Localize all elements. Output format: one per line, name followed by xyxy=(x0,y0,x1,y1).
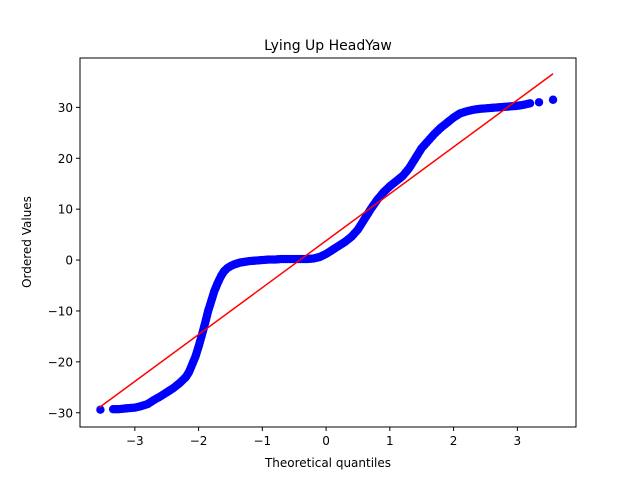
y-tick-label: 20 xyxy=(58,152,73,166)
x-tick-label: 3 xyxy=(514,434,522,448)
fit-line-layer xyxy=(98,73,554,409)
data-point xyxy=(96,405,105,414)
fit-line xyxy=(98,73,554,409)
data-point xyxy=(525,99,535,108)
y-tick-label: −10 xyxy=(48,304,73,318)
x-axis-label: Theoretical quantiles xyxy=(264,456,391,470)
y-tick-label: 0 xyxy=(65,254,73,268)
x-tick-label: −1 xyxy=(253,434,271,448)
x-tick-label: −3 xyxy=(126,434,144,448)
x-axis-ticks: −3 −2 −1 0 1 2 3 xyxy=(126,427,521,448)
x-tick-label: 2 xyxy=(450,434,458,448)
y-tick-label: −20 xyxy=(48,355,73,369)
y-tick-label: 30 xyxy=(58,101,73,115)
y-axis-ticks: −30 −20 −10 0 10 20 30 xyxy=(48,101,80,420)
data-points-layer xyxy=(96,95,558,414)
data-point xyxy=(548,95,558,104)
x-tick-label: 0 xyxy=(322,434,330,448)
chart-title: Lying Up HeadYaw xyxy=(264,38,392,54)
y-tick-label: 10 xyxy=(58,203,73,217)
data-point xyxy=(534,98,544,107)
axes-frame xyxy=(79,57,577,428)
y-axis-label: Ordered Values xyxy=(20,196,34,288)
y-tick-label: −30 xyxy=(48,406,73,420)
plot-area xyxy=(96,73,558,414)
x-tick-label: 1 xyxy=(386,434,394,448)
x-tick-label: −2 xyxy=(190,434,208,448)
